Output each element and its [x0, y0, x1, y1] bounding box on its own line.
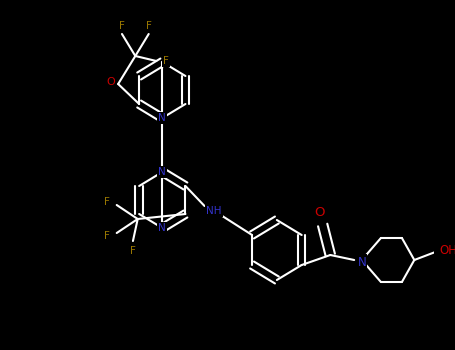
- Text: N: N: [158, 113, 166, 123]
- Text: F: F: [130, 246, 136, 256]
- Text: OH: OH: [440, 244, 455, 257]
- Text: O: O: [106, 77, 115, 87]
- Text: N: N: [358, 256, 366, 268]
- Text: NH: NH: [206, 206, 222, 216]
- Text: F: F: [163, 56, 169, 66]
- Text: N: N: [158, 223, 166, 233]
- Text: O: O: [314, 206, 325, 219]
- Text: F: F: [104, 197, 110, 207]
- Text: N: N: [158, 167, 166, 177]
- Text: F: F: [119, 21, 125, 31]
- Text: F: F: [104, 231, 110, 241]
- Text: F: F: [146, 21, 152, 31]
